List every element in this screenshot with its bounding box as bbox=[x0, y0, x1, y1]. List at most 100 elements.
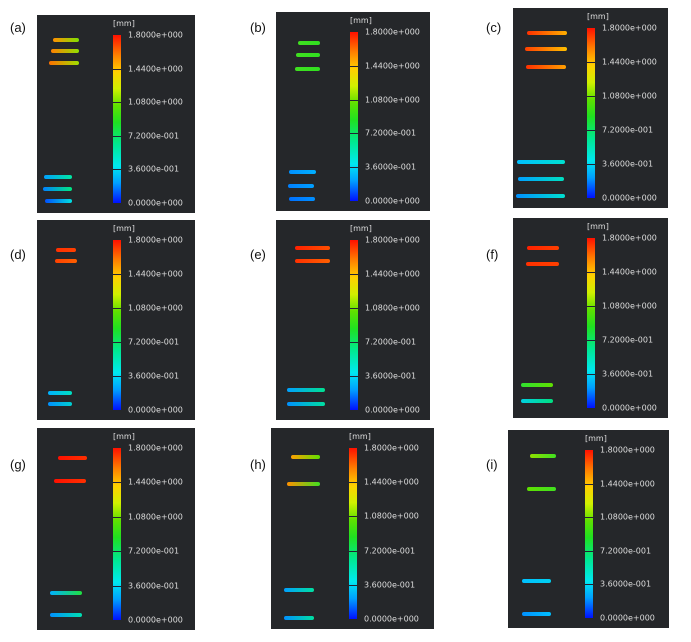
displacement-stroke bbox=[516, 194, 565, 198]
colorbar-tick-label: 7.2000e-001 bbox=[602, 335, 654, 345]
displacement-stroke bbox=[295, 259, 330, 263]
colorbar-divider bbox=[113, 68, 121, 70]
colorbar-divider bbox=[350, 99, 358, 101]
colorbar-divider bbox=[113, 551, 121, 553]
colorbar-divider bbox=[585, 483, 593, 485]
colorbar-tick-label: 3.6000e-001 bbox=[365, 371, 417, 381]
colorbar-tick-label: 1.8000e+000 bbox=[365, 27, 420, 37]
colorbar-tick-label: 1.4400e+000 bbox=[128, 269, 183, 279]
panel-label: (h) bbox=[250, 457, 266, 472]
colorbar-divider bbox=[585, 517, 593, 519]
colorbar-divider bbox=[587, 374, 595, 375]
colorbar bbox=[350, 32, 358, 201]
colorbar-tick-label: 3.6000e-001 bbox=[602, 159, 654, 169]
displacement-stroke bbox=[517, 160, 565, 164]
colorbar-tick-label: 0.0000e+000 bbox=[128, 198, 183, 208]
colorbar bbox=[585, 450, 593, 618]
displacement-stroke bbox=[525, 47, 567, 51]
colorbar-tick-label: 1.0800e+000 bbox=[364, 511, 419, 521]
colorbar-divider bbox=[587, 306, 595, 307]
colorbar bbox=[113, 35, 121, 203]
colorbar-tick-label: 1.4400e+000 bbox=[365, 269, 420, 279]
colorbar-unit: [mm] bbox=[113, 224, 135, 233]
colorbar-divider bbox=[349, 584, 357, 586]
contour-panel: [mm] 1.8000e+000 1.4400e+000 1.0800e+000 7.2… bbox=[37, 220, 195, 420]
colorbar-tick-label: 0.0000e+000 bbox=[602, 403, 657, 413]
colorbar-divider bbox=[113, 102, 121, 104]
contour-panel: [mm] 1.8000e+000 1.4400e+000 1.0800e+000 7.2… bbox=[271, 428, 434, 629]
colorbar-divider bbox=[113, 169, 121, 171]
contour-panel: [mm] 1.8000e+000 1.4400e+000 1.0800e+000 7.2… bbox=[513, 218, 668, 418]
colorbar-divider bbox=[350, 376, 358, 377]
colorbar-tick-label: 3.6000e-001 bbox=[128, 371, 180, 381]
colorbar bbox=[113, 448, 121, 620]
colorbar-divider bbox=[113, 585, 121, 587]
colorbar-divider bbox=[113, 482, 121, 484]
colorbar-divider bbox=[113, 308, 121, 309]
colorbar-unit: [mm] bbox=[113, 19, 135, 28]
colorbar bbox=[349, 448, 357, 619]
colorbar-tick-label: 1.8000e+000 bbox=[600, 445, 655, 455]
colorbar-tick-label: 0.0000e+000 bbox=[128, 615, 183, 625]
displacement-stroke bbox=[289, 197, 315, 201]
colorbar-tick-label: 7.2000e-001 bbox=[128, 546, 180, 556]
displacement-stroke bbox=[522, 579, 551, 583]
colorbar-divider bbox=[350, 65, 358, 67]
colorbar-tick-label: 1.8000e+000 bbox=[128, 235, 183, 245]
colorbar-unit: [mm] bbox=[585, 434, 607, 443]
displacement-stroke bbox=[527, 487, 556, 491]
colorbar-tick-label: 3.6000e-001 bbox=[600, 579, 652, 589]
displacement-stroke bbox=[43, 187, 72, 191]
panel-label: (d) bbox=[10, 247, 26, 262]
displacement-stroke bbox=[44, 175, 72, 179]
displacement-stroke bbox=[288, 184, 314, 188]
colorbar-tick-label: 7.2000e-001 bbox=[600, 546, 652, 556]
colorbar bbox=[350, 240, 358, 410]
displacement-stroke bbox=[521, 383, 553, 387]
colorbar-tick-label: 1.4400e+000 bbox=[602, 267, 657, 277]
colorbar-divider bbox=[587, 272, 595, 273]
colorbar-divider bbox=[113, 342, 121, 343]
displacement-stroke bbox=[284, 588, 314, 592]
displacement-stroke bbox=[284, 616, 314, 620]
displacement-stroke bbox=[45, 199, 72, 203]
displacement-stroke bbox=[518, 177, 564, 181]
colorbar-divider bbox=[350, 133, 358, 135]
panel-label: (i) bbox=[486, 457, 498, 472]
colorbar-divider bbox=[349, 516, 357, 518]
colorbar-divider bbox=[350, 167, 358, 169]
contour-panel: [mm] 1.8000e+000 1.4400e+000 1.0800e+000 7.2… bbox=[276, 220, 430, 420]
displacement-stroke bbox=[53, 38, 79, 42]
colorbar-tick-label: 1.0800e+000 bbox=[602, 301, 657, 311]
displacement-stroke bbox=[48, 391, 72, 395]
colorbar-tick-label: 0.0000e+000 bbox=[365, 196, 420, 206]
colorbar-tick-label: 1.4400e+000 bbox=[600, 479, 655, 489]
displacement-stroke bbox=[55, 259, 77, 263]
displacement-stroke bbox=[49, 61, 79, 65]
colorbar-unit: [mm] bbox=[350, 16, 372, 25]
colorbar-tick-label: 3.6000e-001 bbox=[602, 369, 654, 379]
colorbar-divider bbox=[349, 550, 357, 552]
colorbar-divider bbox=[113, 376, 121, 377]
displacement-stroke bbox=[522, 612, 551, 616]
colorbar-tick-label: 1.0800e+000 bbox=[128, 97, 183, 107]
colorbar-tick-label: 7.2000e-001 bbox=[602, 125, 654, 135]
panel-label: (f) bbox=[486, 247, 499, 262]
colorbar-unit: [mm] bbox=[349, 432, 371, 441]
colorbar-tick-label: 3.6000e-001 bbox=[365, 162, 417, 172]
colorbar-tick-label: 1.4400e+000 bbox=[128, 477, 183, 487]
displacement-stroke bbox=[50, 613, 82, 617]
colorbar-divider bbox=[349, 482, 357, 484]
colorbar bbox=[587, 28, 595, 198]
colorbar-tick-label: 3.6000e-001 bbox=[128, 581, 180, 591]
displacement-stroke bbox=[530, 454, 556, 458]
colorbar-divider bbox=[113, 516, 121, 518]
colorbar-unit: [mm] bbox=[350, 224, 372, 233]
displacement-stroke bbox=[48, 402, 72, 406]
colorbar-tick-label: 3.6000e-001 bbox=[128, 164, 180, 174]
colorbar-tick-label: 1.8000e+000 bbox=[602, 23, 657, 33]
colorbar-unit: [mm] bbox=[587, 12, 609, 21]
displacement-stroke bbox=[56, 248, 76, 252]
displacement-stroke bbox=[527, 246, 559, 250]
displacement-stroke bbox=[51, 49, 79, 53]
